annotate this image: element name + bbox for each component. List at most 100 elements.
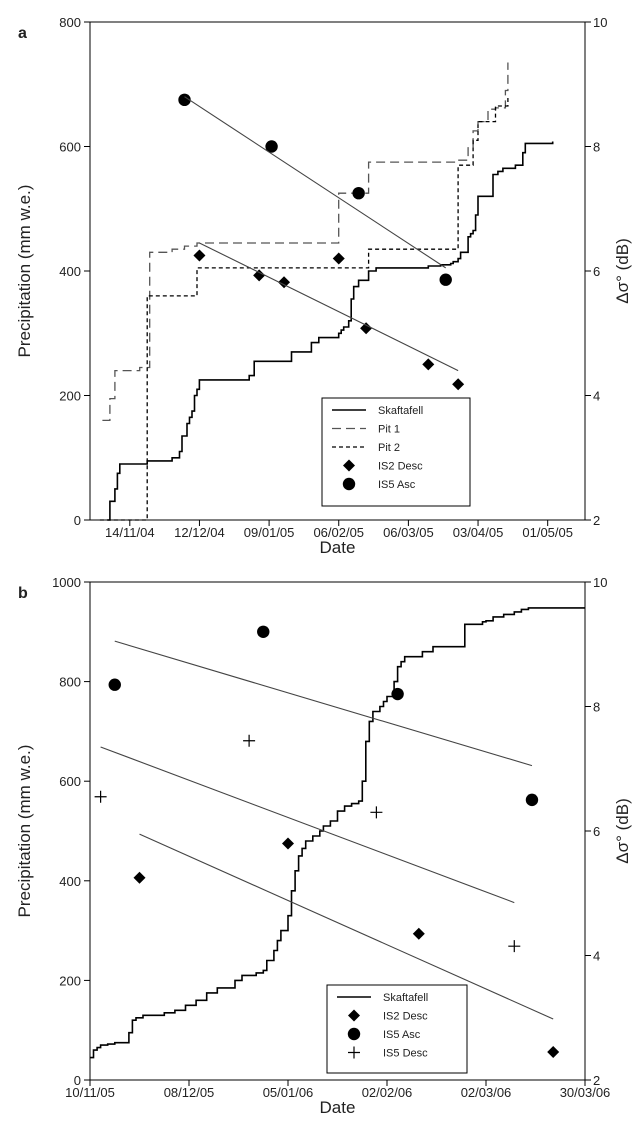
legend-label: Pit 2	[378, 442, 400, 454]
legend-marker-swatch	[343, 459, 355, 472]
pit-1-line	[102, 62, 509, 422]
diamond-marker	[332, 252, 345, 265]
panel-letter: b	[18, 585, 28, 602]
legend-marker-swatch	[348, 1009, 360, 1022]
legend-label: IS2 Desc	[378, 461, 423, 473]
x-tick-label: 14/11/04	[105, 525, 155, 540]
diamond-marker	[193, 249, 206, 262]
plus-marker	[508, 940, 521, 953]
circle-marker	[108, 678, 121, 691]
y-tick-label: 0	[74, 1073, 81, 1088]
legend-marker-swatch	[347, 1027, 361, 1041]
x-tick-label: 03/04/05	[453, 525, 504, 540]
panel-letter: a	[18, 25, 27, 42]
skaftafell-line	[107, 141, 554, 521]
y2-tick-label: 6	[593, 264, 600, 279]
circle-marker	[347, 1027, 361, 1041]
is2-desc-points	[193, 249, 465, 391]
diamond-marker	[412, 927, 425, 940]
x-tick-label: 12/12/04	[174, 525, 225, 540]
circle-marker	[178, 93, 191, 107]
legend-box	[326, 984, 468, 1074]
x-tick-label: 30/03/06	[560, 1085, 611, 1100]
y-axis-title: Precipitation (mm w.e.)	[15, 745, 34, 918]
y-tick-label: 200	[59, 973, 81, 988]
is5-asc-points	[108, 625, 539, 807]
trend-line	[100, 746, 515, 904]
pit-2-line	[99, 96, 509, 521]
trend-line	[114, 640, 533, 767]
y2-tick-label: 4	[593, 389, 600, 404]
plus-marker	[348, 1046, 360, 1059]
legend-label: Skaftafell	[383, 992, 428, 1004]
legend: Skaftafell Pit 1 Pit 2 IS2 Desc IS5 Asc	[321, 397, 471, 507]
y2-tick-label: 2	[593, 1073, 600, 1088]
y2-tick-label: 2	[593, 513, 600, 528]
diamond-marker	[282, 837, 294, 850]
y-tick-label: 600	[59, 774, 81, 789]
y2-tick-label: 10	[593, 575, 607, 590]
y2-axis-title: Δσ° (dB)	[613, 238, 632, 304]
diamond-marker	[133, 871, 146, 884]
legend-label: IS5 Desc	[383, 1048, 428, 1060]
plus-marker	[243, 734, 256, 747]
is2-desc-points	[133, 837, 560, 1058]
circle-marker	[391, 687, 404, 701]
y2-tick-label: 6	[593, 824, 600, 839]
legend-label: IS2 Desc	[383, 1011, 428, 1023]
x-axis-title: Date	[320, 538, 356, 557]
is5-desc-points	[94, 734, 521, 953]
legend-label: Skaftafell	[378, 405, 423, 417]
legend: Skaftafell IS2 Desc IS5 Asc IS5 Desc	[326, 984, 468, 1074]
circle-marker	[439, 273, 452, 286]
x-tick-label: 05/01/06	[263, 1085, 314, 1100]
x-tick-label: 08/12/05	[164, 1085, 215, 1100]
x-tick-label: 09/01/05	[244, 525, 295, 540]
x-tick-label: 02/03/06	[461, 1085, 512, 1100]
legend-label: Pit 1	[378, 424, 400, 436]
x-axis-title: Date	[320, 1098, 356, 1117]
legend-label: IS5 Asc	[378, 479, 416, 491]
panel-a: 0 200 400 600 800 2 4 6 8 10 14/11/04 12/12/04 09/01…	[15, 15, 632, 557]
y2-axis-title: Δσ° (dB)	[613, 798, 632, 864]
diamond-marker	[360, 322, 373, 335]
panel-b: 0 200 400 600 800 1000 2 4 6 8 10 10/11/05 08/12/05 0…	[15, 575, 632, 1117]
legend-marker-swatch	[342, 477, 356, 491]
diamond-marker	[452, 378, 465, 391]
diamond-marker	[348, 1009, 360, 1022]
plus-marker	[370, 806, 383, 819]
trend-line	[199, 242, 459, 372]
trend-line	[184, 96, 447, 269]
circle-marker	[265, 140, 278, 153]
y2-tick-label: 10	[593, 15, 607, 30]
x-tick-label: 06/03/05	[383, 525, 434, 540]
y2-tick-label: 4	[593, 949, 600, 964]
diamond-marker	[547, 1045, 560, 1058]
y-tick-label: 1000	[52, 575, 81, 590]
diamond-marker	[422, 358, 435, 371]
x-tick-label: 02/02/06	[362, 1085, 413, 1100]
circle-marker	[257, 625, 270, 638]
y-axis-title: Precipitation (mm w.e.)	[15, 185, 34, 358]
x-tick-label: 06/02/05	[313, 525, 364, 540]
y2-tick-label: 8	[593, 700, 600, 715]
y-tick-label: 600	[59, 140, 81, 155]
y2-tick-label: 8	[593, 140, 600, 155]
trend-line	[139, 833, 554, 1020]
diamond-marker	[343, 459, 355, 472]
is5-asc-points	[178, 93, 452, 286]
y-tick-label: 800	[59, 675, 81, 690]
diamond-marker	[278, 276, 291, 289]
circle-marker	[525, 793, 539, 807]
y-tick-label: 400	[59, 874, 81, 889]
skaftafell-line	[90, 607, 585, 1059]
circle-marker	[342, 477, 356, 491]
x-tick-label: 01/05/05	[522, 525, 573, 540]
y-tick-label: 800	[59, 15, 81, 30]
diamond-marker	[253, 269, 266, 282]
legend-marker-swatch	[348, 1046, 360, 1059]
y-tick-label: 400	[59, 264, 81, 279]
x-tick-label: 10/11/05	[65, 1085, 115, 1100]
